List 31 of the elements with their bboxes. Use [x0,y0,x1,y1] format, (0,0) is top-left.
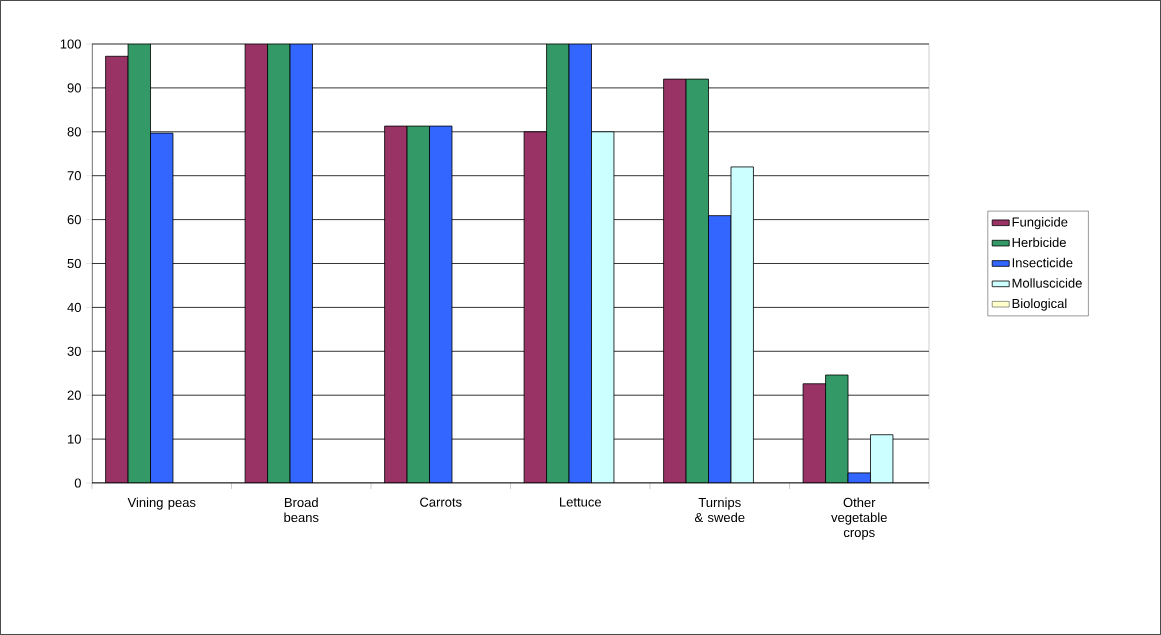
legend-label: Molluscicide [1012,278,1082,288]
x-tick-label: Vining peas [127,497,196,510]
legend-label: Fungicide [1012,217,1068,230]
x-tick-label: Broad beans [284,497,319,523]
bar [546,43,570,483]
y-tick-label: 30 [67,346,81,356]
y-tick-label: 20 [67,390,81,400]
y-tick-label: 70 [67,171,81,181]
y-tick-label: 60 [67,214,81,225]
legend-label: Insecticide [1012,257,1073,268]
bar [730,166,754,483]
y-tick-label: 90 [67,83,81,93]
legend-label: Biological [1012,298,1067,311]
bar [267,43,291,483]
bar [870,434,894,483]
y-tick-label: 10 [67,434,81,444]
x-tick-label: Other vegetable crops [831,497,887,540]
x-tick-label: Carrots [420,497,462,507]
bar [406,125,430,483]
y-tick-label: 100 [60,39,81,49]
y-tick-label: 0 [74,478,81,488]
x-tick-label: Lettuce [559,497,601,507]
y-tick-label: 40 [67,302,81,312]
x-tick-label: Turnips & swede [694,497,745,523]
y-tick-label: 50 [67,258,81,269]
bar [591,131,615,483]
bar [127,43,151,483]
bar [685,78,709,483]
legend-label: Herbicide [1012,237,1066,247]
y-tick-label: 80 [67,127,81,137]
bar [825,374,849,483]
